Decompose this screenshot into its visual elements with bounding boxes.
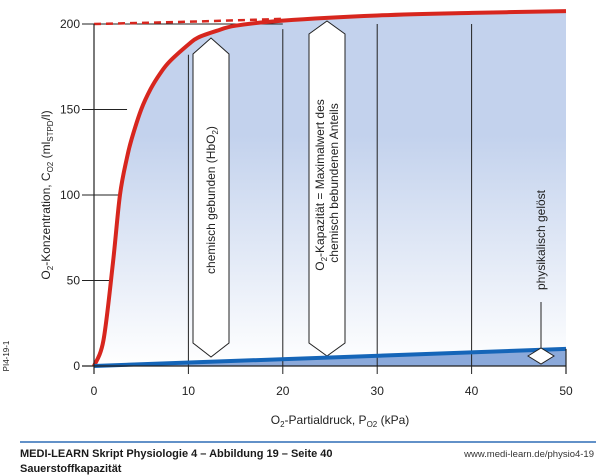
- dissolved-diamond: [527, 347, 555, 365]
- capacity-arrow: [308, 20, 346, 357]
- y-tick-label: 0: [73, 359, 80, 373]
- x-tick-label: 30: [371, 384, 385, 398]
- annotation-capacity-line2: chemisch bebundenen Anteils: [327, 103, 341, 262]
- gridlines: [82, 23, 473, 374]
- y-axis-label: O2-Konzentration, CO2 (mlSTPD/l): [39, 110, 55, 279]
- footer-url: www.medi-learn.de/physio4-19: [463, 449, 594, 460]
- x-axis-label: O2-Partialdruck, PO2 (kPa): [271, 413, 410, 429]
- y-tick-label: 50: [67, 274, 81, 288]
- y-tick-label: 150: [60, 103, 80, 117]
- x-tick-label: 20: [276, 384, 290, 398]
- axes: [82, 24, 567, 374]
- footer-subtitle: Sauerstoffkapazität: [20, 463, 122, 475]
- x-tick-label: 0: [91, 384, 98, 398]
- y-tick-label: 100: [60, 188, 80, 202]
- annotation-capacity-line1: O2-Kapazität = Maximalwert des: [313, 99, 329, 271]
- series-dissolved-line: [93, 346, 567, 368]
- side-id: PI4-19-1: [2, 340, 11, 371]
- x-tick-label: 40: [465, 384, 479, 398]
- annotation-dissolved: physikalisch gelöst: [534, 189, 548, 290]
- footer-title: MEDI-LEARN Skript Physiologie 4 – Abbild…: [20, 448, 333, 460]
- tick-labels: 0 10 20 30 40 50 0 50 100 150 200: [60, 17, 573, 398]
- x-tick-label: 10: [182, 384, 196, 398]
- series-binding-curve: [92, 9, 567, 367]
- hbo2-arrow: [192, 37, 230, 358]
- y-tick-label: 200: [60, 17, 80, 31]
- x-tick-label: 50: [559, 384, 573, 398]
- annotation-hbo2: chemisch gebunden (HbO2): [204, 126, 220, 274]
